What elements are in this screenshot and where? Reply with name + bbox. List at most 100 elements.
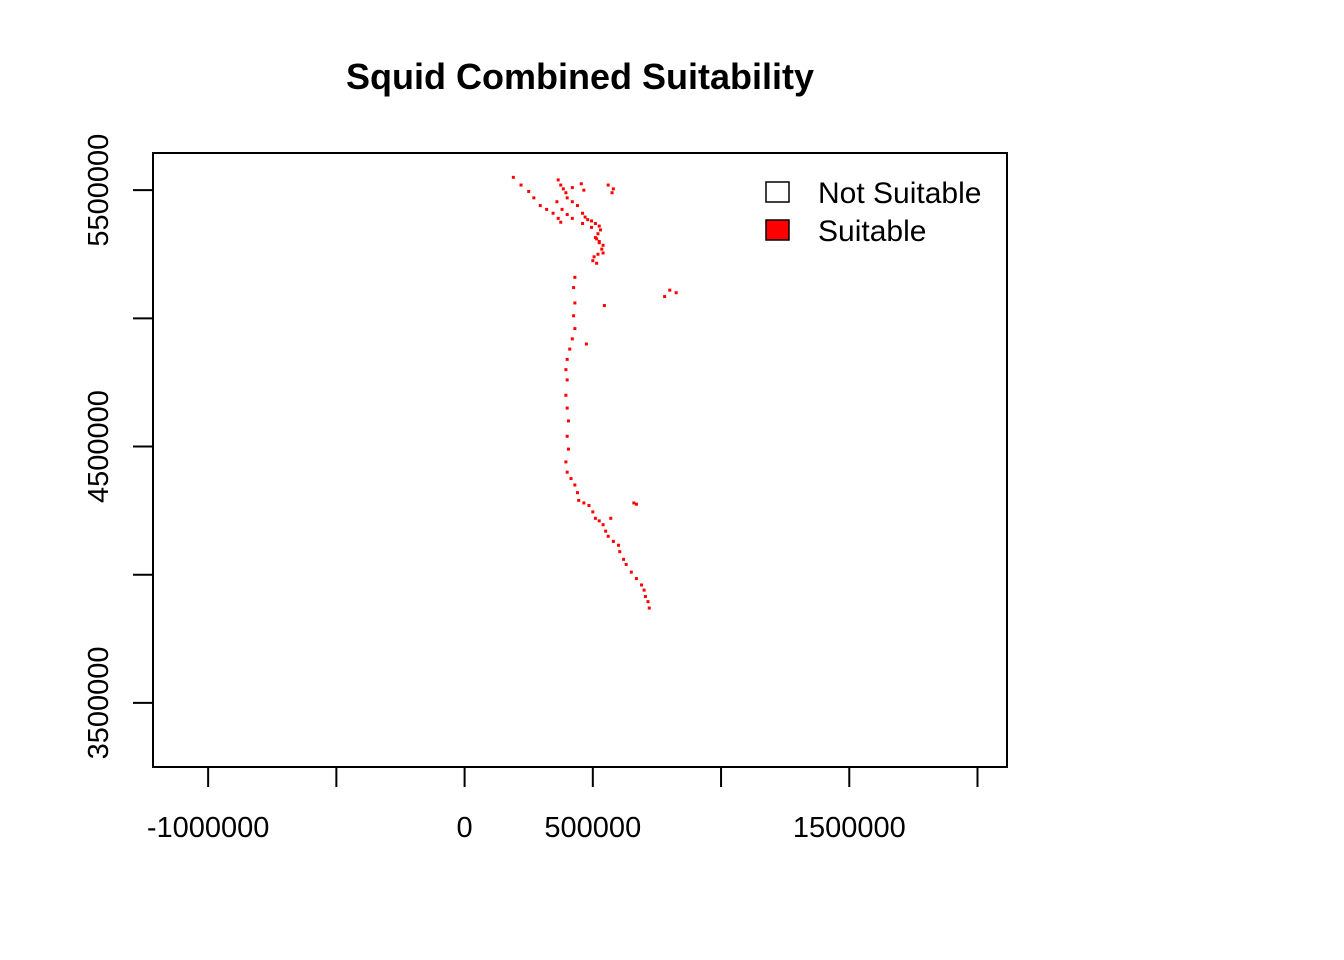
- suitable-cell: [551, 211, 555, 215]
- suitable-cell: [579, 182, 583, 186]
- y-tick-label: 3500000: [83, 646, 115, 759]
- suitable-cell: [604, 529, 608, 533]
- suitable-cell: [573, 275, 577, 279]
- suitable-cell: [573, 483, 577, 487]
- suitable-cell: [629, 570, 633, 574]
- suitable-cell: [561, 187, 565, 191]
- suitable-cell: [593, 222, 597, 226]
- suitable-cell: [532, 196, 536, 200]
- suitable-cell: [572, 314, 576, 318]
- suitable-cell: [577, 498, 581, 502]
- suitable-cell: [564, 393, 568, 397]
- suitable-cell: [573, 301, 577, 305]
- suitable-cell: [565, 470, 569, 474]
- suitable-cell: [611, 187, 615, 191]
- suitable-cell: [570, 186, 574, 190]
- suitable-cell: [600, 247, 604, 251]
- legend-swatch-not-suitable: [765, 181, 790, 203]
- suitable-cell: [593, 516, 597, 520]
- legend-label-suitable: Suitable: [818, 215, 926, 248]
- suitable-cell: [565, 357, 569, 361]
- legend-swatch-suitable: [765, 219, 790, 241]
- suitable-cell: [555, 200, 559, 204]
- suitable-cell: [668, 288, 672, 292]
- y-tick-label: 4500000: [83, 390, 115, 503]
- x-tick-label: 500000: [544, 812, 641, 844]
- suitable-cell: [632, 501, 636, 505]
- chart-title: Squid Combined Suitability: [346, 56, 814, 97]
- suitable-cell: [573, 327, 577, 331]
- suitable-cell: [599, 228, 603, 232]
- suitable-cell: [564, 191, 568, 195]
- suitable-cell: [611, 539, 615, 543]
- suitable-cell: [568, 347, 572, 351]
- suitable-cell: [556, 216, 560, 220]
- x-axis: -1000000 0 500000 1500000: [147, 767, 979, 844]
- suitable-cell: [545, 207, 549, 211]
- suitable-cell: [593, 236, 597, 240]
- x-tick-label: 1500000: [793, 812, 906, 844]
- y-tick-label: 5500000: [83, 134, 115, 247]
- suitable-cell: [624, 562, 628, 566]
- suitable-cell: [590, 225, 594, 229]
- y-axis: 3500000 4500000 5500000: [83, 134, 153, 759]
- suitable-cell: [601, 243, 605, 247]
- suitable-cell: [634, 502, 638, 506]
- suitable-cell: [609, 516, 613, 520]
- suitable-cell: [556, 178, 560, 182]
- suitable-cell: [559, 220, 563, 224]
- suitable-cell: [601, 251, 605, 255]
- plot-frame: [152, 152, 1008, 768]
- suitable-cell: [583, 215, 587, 219]
- suitable-cell: [634, 577, 638, 581]
- suitable-cell: [566, 447, 570, 451]
- suitable-cell: [559, 183, 563, 187]
- suitable-cell: [582, 501, 586, 505]
- suitable-cell: [569, 477, 573, 481]
- suitable-cell: [643, 595, 647, 599]
- suitable-cell: [586, 218, 590, 222]
- suitable-cell: [640, 583, 644, 587]
- suitable-cell: [592, 255, 596, 259]
- suitable-cell: [565, 196, 569, 200]
- data-layer: [511, 175, 678, 610]
- suitable-cell: [570, 216, 574, 220]
- x-tick-label: 0: [457, 812, 473, 844]
- suitable-cell: [642, 588, 646, 592]
- suitable-cell: [590, 219, 594, 223]
- suitable-cell: [564, 368, 568, 372]
- suitable-cell: [560, 207, 564, 211]
- suitable-cell: [564, 460, 568, 464]
- suitable-cell: [606, 534, 610, 538]
- suitable-cell: [674, 291, 678, 295]
- suitable-cell: [565, 213, 569, 217]
- suitable-cell: [570, 200, 574, 204]
- suitable-cell: [597, 239, 601, 243]
- suitable-cell: [575, 491, 579, 495]
- suitable-cell: [646, 600, 650, 604]
- suitable-cell: [566, 419, 570, 423]
- suitable-cell: [584, 342, 588, 346]
- suitable-cell: [591, 510, 595, 514]
- suitable-cell: [596, 232, 600, 236]
- suitable-cell: [663, 295, 667, 299]
- suitable-cell: [616, 543, 620, 547]
- suitable-cell: [622, 557, 626, 561]
- suitable-cell: [601, 523, 605, 527]
- suitable-cell: [618, 550, 622, 554]
- legend-label-not-suitable: Not Suitable: [818, 177, 981, 210]
- suitable-cell: [565, 406, 569, 410]
- suitable-cell: [527, 189, 531, 193]
- suitable-cell: [647, 606, 651, 610]
- suitable-cell: [606, 183, 610, 187]
- suitable-cell: [565, 434, 569, 438]
- suitable-cell: [595, 261, 599, 265]
- x-tick-label: -1000000: [147, 812, 270, 844]
- suitable-cell: [597, 519, 601, 523]
- suitable-cell: [587, 504, 591, 508]
- suitable-cell: [572, 286, 576, 290]
- suitable-cell: [597, 224, 601, 228]
- suitable-cell: [596, 252, 600, 256]
- suitable-cell: [565, 378, 569, 382]
